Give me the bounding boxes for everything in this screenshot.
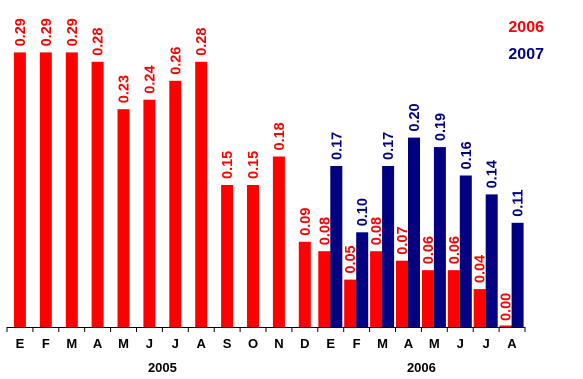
bar-2007-19 xyxy=(485,194,498,327)
value-label-2006-8: 0.28 xyxy=(194,28,210,56)
value-label-2006-5: 0.23 xyxy=(117,75,133,103)
value-label-2007-15: 0.17 xyxy=(381,132,397,160)
bar-2006-16 xyxy=(396,260,408,327)
x-tick-label-9: S xyxy=(223,336,232,351)
bar-2006-5 xyxy=(117,109,130,327)
bar-2006-4 xyxy=(91,61,104,328)
value-label-2006-7: 0.26 xyxy=(168,47,184,75)
bar-2007-20 xyxy=(511,222,524,327)
value-label-2006-6: 0.24 xyxy=(142,65,158,93)
bar-2007-13 xyxy=(330,166,343,327)
value-label-2006-12: 0.09 xyxy=(298,208,314,236)
value-label-2006-4: 0.28 xyxy=(91,28,107,56)
bar-2006-18 xyxy=(447,270,460,327)
value-label-2006-10: 0.15 xyxy=(246,151,262,179)
value-label-2006-20: 0.00 xyxy=(499,293,515,321)
bar-2006-19 xyxy=(473,289,486,327)
bar-2006-20 xyxy=(499,325,512,327)
bar-2007-14 xyxy=(356,232,369,327)
value-labels-layer: 0.29 0.29 0.29 0.28 0.23 0.24 0.26 0.28 0.15 0.15… xyxy=(13,18,527,321)
value-label-2007-18: 0.16 xyxy=(459,141,475,169)
value-label-2006-14: 0.05 xyxy=(343,245,359,273)
x-tick-label-7: J xyxy=(172,336,179,351)
bar-2006-9 xyxy=(221,185,234,327)
value-label-2007-14: 0.10 xyxy=(355,198,371,226)
bar-2006-12 xyxy=(298,241,311,327)
x-tick-label-5: M xyxy=(118,336,129,351)
x-group-label-1: 2005 xyxy=(148,360,177,375)
bar-2007-18 xyxy=(459,175,472,327)
value-label-2006-19: 0.04 xyxy=(473,255,489,283)
bar-2006-1 xyxy=(13,52,26,328)
bar-2006-17 xyxy=(421,270,434,327)
value-label-2006-11: 0.18 xyxy=(272,122,288,150)
value-label-2007-17: 0.19 xyxy=(433,113,449,141)
bar-2006-7 xyxy=(169,80,182,327)
x-tick-label-8: A xyxy=(197,336,207,351)
x-tick-label-13: E xyxy=(326,336,335,351)
legend-label-2007: 2007 xyxy=(508,46,544,63)
x-tick-label-18: J xyxy=(457,336,464,351)
x-tick-label-11: N xyxy=(274,336,283,351)
x-tick-label-1: E xyxy=(16,336,25,351)
value-label-2007-16: 0.20 xyxy=(407,103,423,131)
value-label-2006-3: 0.29 xyxy=(65,18,81,46)
bar-2006-15 xyxy=(370,251,383,327)
bar-2006-3 xyxy=(65,52,78,328)
x-tick-label-14: F xyxy=(353,336,361,351)
value-label-2006-16: 0.07 xyxy=(395,226,411,254)
legend: 2006 2007 xyxy=(508,19,544,63)
value-label-2006-18: 0.06 xyxy=(447,236,463,264)
x-tick-label-3: M xyxy=(66,336,77,351)
x-tick-label-20: A xyxy=(507,336,517,351)
x-tick-label-12: D xyxy=(300,336,309,351)
legend-label-2006: 2006 xyxy=(508,19,544,36)
bar-2006-14 xyxy=(344,279,357,327)
value-label-2006-9: 0.15 xyxy=(220,151,236,179)
bar-2006-13 xyxy=(318,251,331,327)
value-label-2006-17: 0.06 xyxy=(421,236,437,264)
value-label-2007-19: 0.14 xyxy=(485,160,501,188)
x-tick-label-2: F xyxy=(42,336,50,351)
x-tick-label-17: M xyxy=(429,336,440,351)
bar-2006-11 xyxy=(272,156,285,327)
bar-2006-10 xyxy=(247,185,259,327)
bar-2007-15 xyxy=(382,166,395,327)
x-tick-label-15: M xyxy=(377,336,388,351)
value-label-2006-15: 0.08 xyxy=(369,217,385,245)
bar-2007-16 xyxy=(408,137,420,327)
x-tick-label-6: J xyxy=(146,336,153,351)
bar-2007-17 xyxy=(433,147,446,327)
x-tick-label-19: J xyxy=(482,336,489,351)
x-tick-label-4: A xyxy=(93,336,103,351)
bar-2006-2 xyxy=(39,52,52,328)
value-label-2006-13: 0.08 xyxy=(317,217,333,245)
value-label-2007-20: 0.11 xyxy=(511,189,527,216)
value-label-2007-13: 0.17 xyxy=(329,132,345,160)
x-group-label-2: 2006 xyxy=(407,360,436,375)
bar-2006-8 xyxy=(195,61,208,328)
value-label-2006-1: 0.29 xyxy=(13,18,29,46)
x-tick-label-10: O xyxy=(248,336,258,351)
value-label-2006-2: 0.29 xyxy=(39,18,55,46)
bars-layer xyxy=(13,52,524,328)
bar-2006-6 xyxy=(143,99,156,327)
x-tick-label-16: A xyxy=(404,336,414,351)
